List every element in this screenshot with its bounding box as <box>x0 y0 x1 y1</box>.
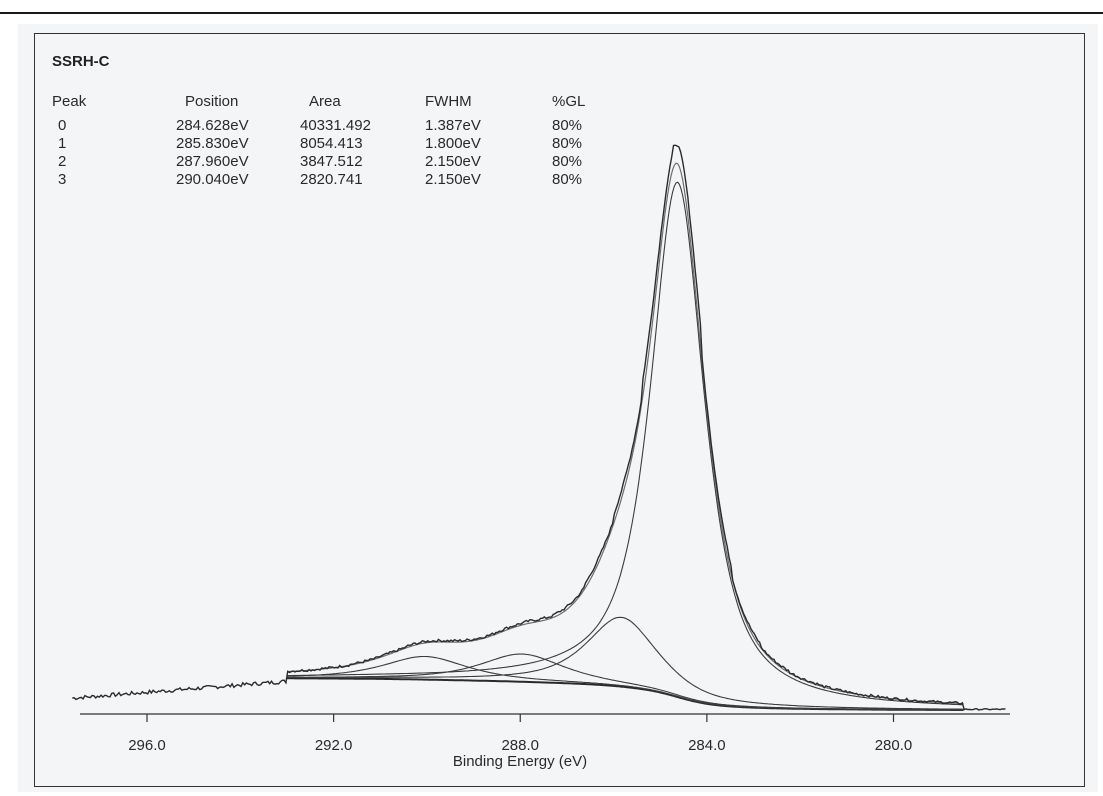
table-row-1-area: 8054.413 <box>300 135 363 152</box>
table-header-peak: Peak <box>52 93 87 110</box>
x-axis-title: Binding Energy (eV) <box>453 753 587 770</box>
fit-envelope <box>286 162 964 705</box>
table-header-gl: %GL <box>552 93 586 110</box>
table-header-area: Area <box>309 93 341 110</box>
table-row-1-position: 285.830eV <box>176 135 249 152</box>
table-header-fwhm: FWHM <box>425 93 472 110</box>
table-row-2-area: 3847.512 <box>300 153 363 170</box>
table-row-2-fwhm: 2.150eV <box>425 153 481 170</box>
table-row-0-position: 284.628eV <box>176 117 249 134</box>
chart-title: SSRH-C <box>52 53 110 70</box>
table-row-1-fwhm: 1.800eV <box>425 135 481 152</box>
x-tick-label-2: 288.0 <box>501 737 539 754</box>
x-tick-label-1: 292.0 <box>315 737 353 754</box>
table-row-3-peak: 3 <box>58 171 67 188</box>
table-row-0-fwhm: 1.387eV <box>425 117 481 134</box>
component-peak-3 <box>287 655 964 711</box>
table-row-3-area: 2820.741 <box>300 171 363 188</box>
plot-frame <box>34 33 1085 787</box>
top-rule <box>0 12 1103 14</box>
table-row-3-fwhm: 2.150eV <box>425 171 481 188</box>
table-row-2-position: 287.960eV <box>176 153 249 170</box>
table-row-0-gl: 80% <box>552 117 583 134</box>
table-row-0-area: 40331.492 <box>300 117 371 134</box>
table-row-3-position: 290.040eV <box>176 171 249 188</box>
table-row-2-peak: 2 <box>58 153 67 170</box>
table-row-0-peak: 0 <box>58 117 67 134</box>
x-tick-label-0: 296.0 <box>128 737 166 754</box>
raw-spectrum <box>72 144 1006 711</box>
component-peak-0 <box>287 181 964 706</box>
table-row-2-gl: 80% <box>552 153 583 170</box>
table-row-1-peak: 1 <box>58 135 67 152</box>
table-row-1-gl: 80% <box>552 135 583 152</box>
x-tick-label-4: 280.0 <box>875 737 913 754</box>
table-header-position: Position <box>185 93 239 110</box>
component-peak-1 <box>287 616 964 710</box>
table-row-3-gl: 80% <box>552 171 583 188</box>
x-tick-label-3: 284.0 <box>688 737 726 754</box>
component-peak-2 <box>286 653 964 711</box>
